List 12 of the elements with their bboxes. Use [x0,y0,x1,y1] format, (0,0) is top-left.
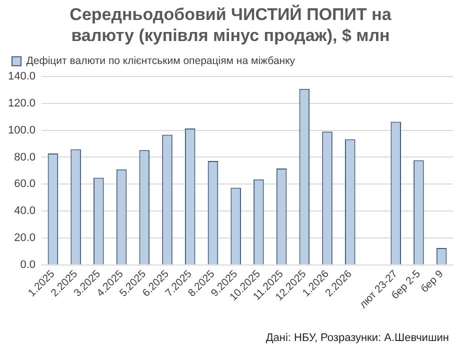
y-tick-label: 0.0 [20,258,36,271]
text: Дані: НБУ, Розразунки: А.Шевчишин [266,332,449,344]
y-tick-label: 40.0 [14,205,36,218]
legend-label: Дефіцит валюти по клієнтським операціям на міжбанку [26,55,296,68]
y-tick-label: 60.0 [14,178,36,190]
y-tick-label: 80.0 [14,151,36,164]
y-tick-label: 140.0 [8,70,36,83]
y-tick-label: 20.0 [14,232,36,244]
x-tick-label: бер 9 [418,268,446,296]
chart-title: Середньодобовий ЧИСТИЙ ПОПИТ на валюту (купівля мінус продаж), $ млн [68,4,392,46]
y-tick-label: 100.0 [8,124,36,136]
y-tick-label: 120.0 [8,97,36,110]
